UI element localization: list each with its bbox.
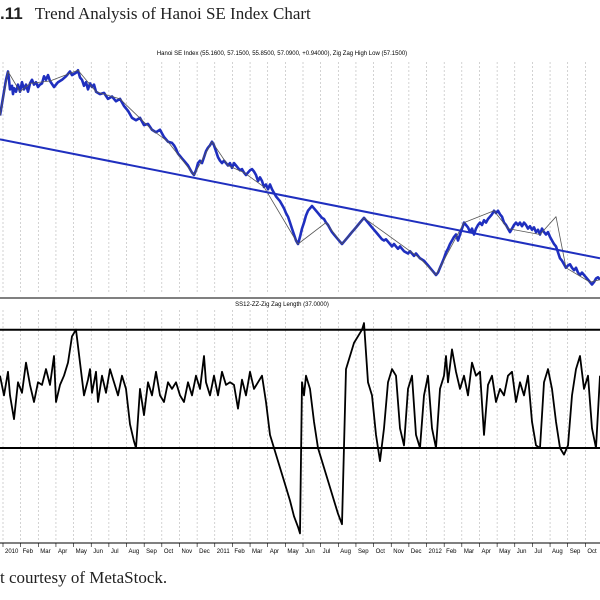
- figure-source: t courtesy of MetaStock.: [0, 568, 168, 587]
- x-tick-label: Apr: [481, 549, 490, 555]
- x-tick-label: Mar: [464, 549, 474, 555]
- x-tick-label: Jun: [305, 549, 315, 555]
- x-tick-label: Jun: [93, 549, 103, 555]
- x-tick-label: Oct: [164, 549, 174, 555]
- x-tick-label: Sep: [146, 549, 157, 555]
- indicator-panel-title: SS12-ZZ-Zig Zag Length (37.0000): [235, 302, 329, 308]
- x-tick-label: Dec: [199, 549, 210, 555]
- x-tick-label: Jul: [534, 549, 542, 555]
- x-tick-label: Oct: [376, 549, 386, 555]
- x-tick-label: Mar: [252, 549, 262, 555]
- x-tick-label: Apr: [58, 549, 67, 555]
- indicator-panel-grid: [2, 310, 586, 540]
- x-tick-label: Jul: [111, 549, 119, 555]
- x-tick-label: Apr: [270, 549, 279, 555]
- hanoi-se-index-line: [0, 68, 600, 286]
- x-tick-label: Jul: [323, 549, 331, 555]
- x-tick-label: Nov: [181, 549, 192, 555]
- x-tick-label: May: [499, 549, 510, 555]
- x-tick-label: Dec: [411, 549, 422, 555]
- x-tick-label: Feb: [446, 549, 457, 555]
- x-tick-label: 2012: [429, 549, 443, 555]
- x-tick-label: Nov: [393, 549, 404, 555]
- price-panel-grid: [2, 62, 586, 294]
- trend-line-line: [0, 138, 600, 260]
- x-axis-ticks: 2010 Feb Mar Apr May Jun Jul Aug Sep Oct Nov Dec 201…: [2, 543, 597, 555]
- zig-zag-high-low-line: [0, 69, 600, 283]
- x-tick-label: Aug: [340, 549, 351, 555]
- x-tick-label: Feb: [23, 549, 34, 555]
- x-tick-label: Mar: [40, 549, 50, 555]
- x-tick-label: 2011: [217, 549, 231, 555]
- x-tick-label: May: [287, 549, 298, 555]
- x-tick-label: May: [76, 549, 87, 555]
- chart-area: Hanoi SE Index (55.1600, 57.1500, 55.850…: [0, 51, 600, 555]
- x-tick-label: Feb: [234, 549, 245, 555]
- x-tick-label: Oct: [587, 549, 597, 555]
- x-tick-label: Aug: [129, 549, 140, 555]
- price-panel-title: Hanoi SE Index (55.1600, 57.1500, 55.850…: [157, 51, 407, 57]
- figure-title: Trend Analysis of Hanoi SE Index Chart: [34, 4, 311, 23]
- figure-caption: .11 Trend Analysis of Hanoi SE Index Char…: [0, 4, 311, 24]
- x-tick-label: Jun: [517, 549, 527, 555]
- ss12-zz-zig-zag-length-line: [0, 322, 600, 535]
- x-tick-label: Aug: [552, 549, 563, 555]
- x-tick-label: Sep: [358, 549, 369, 555]
- indicator-series-group: [0, 322, 600, 535]
- figure-number: .11: [0, 4, 23, 23]
- x-tick-label: 2010: [5, 549, 19, 555]
- x-tick-label: Sep: [570, 549, 581, 555]
- price-series-group: [0, 68, 600, 286]
